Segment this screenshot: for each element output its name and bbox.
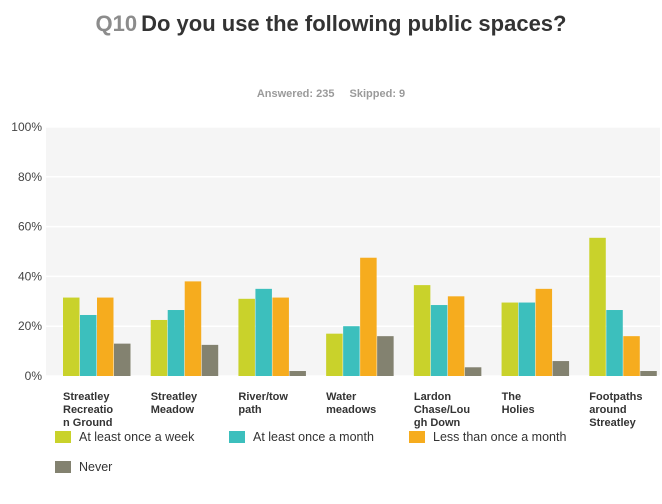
bar (201, 344, 219, 376)
x-tick-label: River/tow (238, 391, 288, 403)
chart-title: Do you use the following public spaces? (141, 11, 567, 36)
legend-item: Never (55, 460, 112, 474)
bar (535, 288, 553, 376)
legend-item: At least once a month (229, 430, 374, 444)
x-tick-label: Lardon (414, 391, 452, 403)
bar (255, 288, 272, 376)
bar (640, 371, 657, 376)
legend-label: At least once a month (253, 430, 374, 444)
bar (447, 296, 465, 376)
legend-swatch (55, 461, 71, 473)
bar (552, 361, 570, 376)
x-tick-label: gh Down (414, 417, 461, 429)
x-tick-label: n Ground (63, 417, 113, 429)
response-stats: Answered: 235 Skipped: 9 (0, 88, 662, 100)
chart-title-block: Q10 Do you use the following public space… (66, 10, 596, 37)
y-tick-label: 0% (25, 369, 43, 383)
x-tick-label: Meadow (151, 404, 195, 416)
bar (343, 326, 360, 376)
legend-swatch (229, 431, 245, 443)
legend-item: Less than once a month (409, 430, 566, 444)
bar (184, 281, 202, 376)
x-tick-label: Chase/Lou (414, 404, 470, 416)
y-tick-label: 20% (18, 319, 42, 333)
y-tick-label: 40% (18, 269, 42, 283)
answered-count: Answered: 235 (256, 88, 335, 100)
bar (114, 343, 131, 376)
bar (430, 305, 448, 376)
y-tick-label: 60% (18, 220, 42, 234)
x-tick-label: Footpaths (589, 391, 642, 403)
x-tick-label: Recreatio (63, 404, 113, 416)
bar (238, 298, 255, 376)
bar (377, 336, 394, 376)
bar (63, 297, 80, 376)
bar (326, 333, 343, 376)
x-tick-label: Streatley (151, 391, 198, 403)
bar (464, 367, 482, 376)
bar (150, 319, 168, 376)
bar (289, 371, 306, 376)
bar (589, 237, 606, 376)
x-tick-label: Streatley (63, 391, 110, 403)
x-tick-label: The (502, 391, 522, 403)
y-tick-label: 80% (18, 170, 42, 184)
bar (272, 297, 289, 376)
bar (606, 310, 623, 376)
legend-swatch (409, 431, 425, 443)
x-tick-label: Streatley (589, 417, 636, 429)
x-tick-label: meadows (326, 404, 376, 416)
bar (80, 314, 97, 376)
x-tick-label: path (238, 404, 262, 416)
skipped-count: Skipped: 9 (349, 88, 406, 100)
x-tick-label: Water (326, 391, 357, 403)
bar (413, 285, 431, 376)
legend-label: At least once a week (79, 430, 195, 444)
bar (518, 302, 536, 376)
legend-swatch (55, 431, 71, 443)
bar (360, 257, 377, 376)
x-tick-label: Holies (502, 404, 535, 416)
bar (167, 310, 185, 376)
legend-label: Never (79, 460, 113, 474)
legend-label: Less than once a month (433, 430, 567, 444)
legend-item: At least once a week (55, 430, 194, 444)
bar (97, 297, 114, 376)
bar (623, 336, 640, 376)
question-number: Q10 (95, 11, 138, 36)
bar (501, 302, 519, 376)
x-tick-label: around (589, 404, 626, 416)
y-tick-label: 100% (11, 120, 42, 134)
